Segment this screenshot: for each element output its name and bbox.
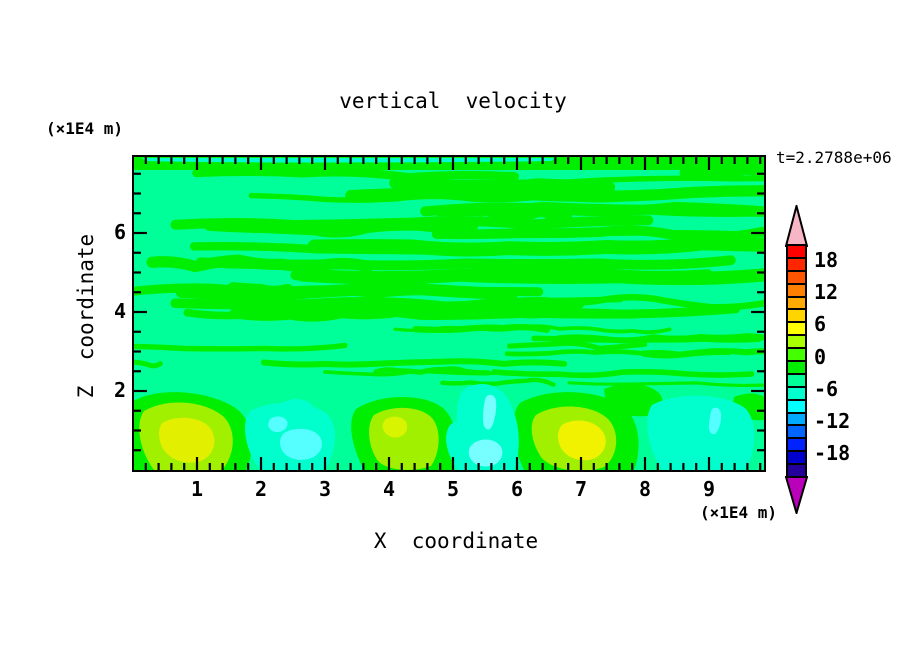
velocity-streak [170, 215, 654, 231]
y-tick-label: 4 [113, 298, 126, 323]
colorbar [786, 244, 807, 478]
green-patch-1 [604, 384, 663, 417]
velocity-streak [134, 342, 348, 352]
contour-field [134, 157, 764, 470]
colorbar-tick-label: 18 [814, 248, 839, 272]
x-tick-label: 9 [702, 477, 716, 501]
downdraft-2-core [468, 439, 503, 467]
colorbar-tick-label: 0 [814, 344, 827, 369]
y-tick-label: 2 [113, 377, 126, 402]
updraft-2-core [382, 416, 408, 438]
velocity-streak [440, 377, 556, 387]
updraft-2-ring [369, 407, 439, 470]
velocity-streak [475, 205, 573, 222]
downdraft-1-lump [280, 399, 314, 421]
colorbar-box [788, 349, 805, 363]
x-tick-label: 1 [190, 477, 204, 501]
velocity-streak [640, 348, 764, 359]
velocity-streak [679, 164, 764, 181]
x-tick-label: 2 [254, 477, 268, 501]
colorbar-tick-label: -12 [814, 409, 851, 433]
x-axis-units-label: (×1E4 m) [699, 503, 777, 522]
y-tick-label: 6 [113, 219, 126, 244]
colorbar-box [788, 452, 805, 466]
colorbar-box [788, 323, 805, 337]
axis-ticks [134, 157, 764, 470]
colorbar-box [788, 439, 805, 453]
velocity-streak [507, 340, 648, 351]
velocity-streak [195, 255, 736, 271]
colorbar-tick-label: -18 [814, 441, 851, 466]
colorbar-box [788, 374, 805, 388]
x-tick-label: 7 [574, 477, 588, 501]
velocity-streak [248, 192, 625, 203]
x-tick-label: 5 [446, 477, 460, 501]
velocity-streak [345, 185, 764, 202]
x-tick-label: 8 [638, 477, 652, 501]
velocity-streak [311, 304, 741, 320]
downdraft-2-sliver [483, 394, 497, 430]
velocity-streak [491, 368, 755, 379]
colorbar-box [788, 271, 805, 285]
colorbar-box [788, 465, 805, 477]
velocity-streak [554, 333, 764, 344]
colorbar-box [788, 258, 805, 272]
downdraft-1-core [280, 428, 322, 460]
blob-layer [134, 384, 764, 470]
downdraft-3-outer [647, 395, 755, 470]
colorbar-box [788, 400, 805, 414]
velocity-streak [296, 268, 764, 286]
colorbar-tick-label: -6 [814, 376, 839, 401]
colorbar-box [788, 297, 805, 311]
velocity-streak [170, 297, 585, 312]
colorbar-box [788, 246, 805, 259]
colorbar-box [788, 310, 805, 324]
velocity-streak [261, 358, 568, 368]
velocity-streak [412, 324, 550, 334]
x-tick-label: 4 [382, 477, 396, 501]
chart-title: vertical velocity [339, 89, 567, 113]
x-axis-title: X coordinate [373, 529, 539, 553]
colorbar-box [788, 426, 805, 440]
velocity-streak [567, 381, 764, 388]
x-tick-label: 6 [510, 477, 524, 501]
colorbar-box [788, 284, 805, 298]
updraft-1-core [159, 417, 215, 463]
time-annotation: t=2.2788e+06 [776, 148, 892, 167]
plot-area [132, 155, 766, 472]
colorbar-box [788, 336, 805, 350]
colorbar-tick-label: 6 [814, 312, 827, 337]
x-tick-label: 3 [318, 477, 332, 501]
velocity-streak [175, 281, 518, 301]
colorbar-box [788, 362, 805, 375]
colorbar-tick-label: 12 [814, 280, 839, 305]
downdraft-1-core-b [268, 416, 288, 433]
streak-layer [134, 164, 764, 388]
y-axis-units-label: (×1E4 m) [46, 119, 124, 138]
downdraft-3-core [708, 407, 722, 435]
velocity-streak [134, 359, 163, 369]
y-axis-title: Z coordinate [74, 233, 98, 399]
velocity-streak [323, 369, 506, 377]
colorbar-box [788, 387, 805, 401]
velocity-streak [307, 236, 764, 257]
velocity-streak [397, 175, 764, 186]
colorbar-over-arrow [785, 205, 808, 247]
colorbar-under-arrow [785, 476, 808, 514]
updraft-3-core [557, 420, 606, 461]
velocity-streak [431, 225, 764, 243]
colorbar-box [788, 413, 805, 427]
top-turquoise-sliver [142, 158, 554, 163]
velocity-streak [192, 167, 520, 182]
